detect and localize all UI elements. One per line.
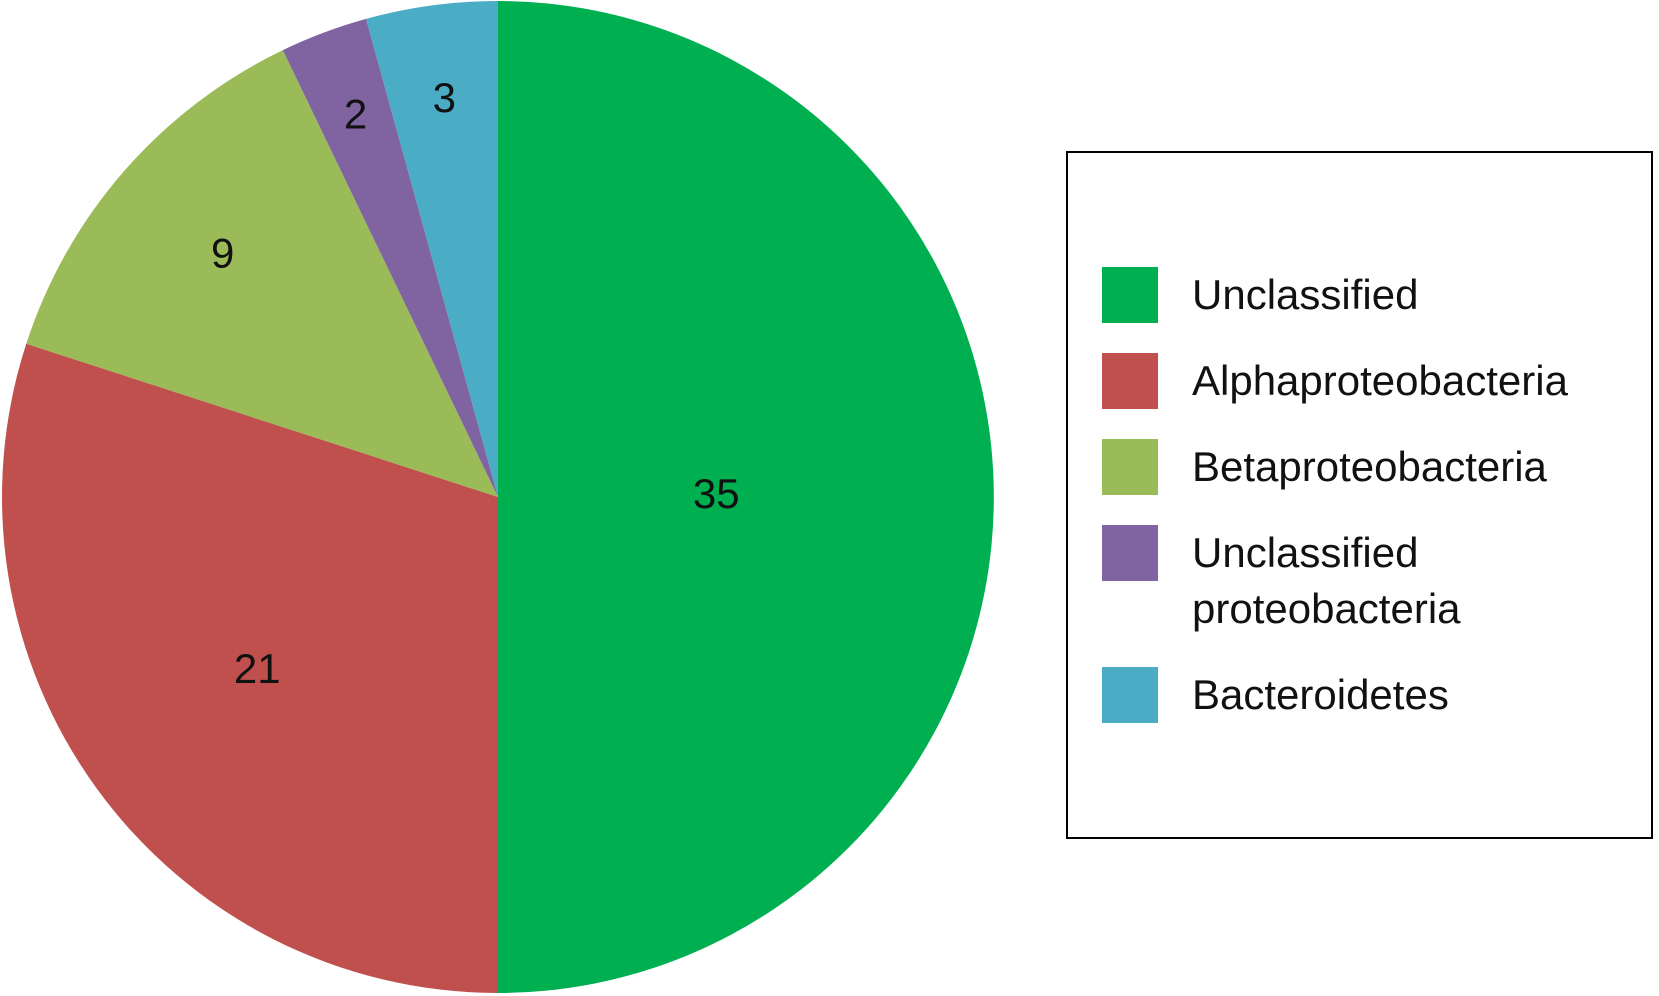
pie-slice (498, 1, 994, 993)
pie-slice (366, 1, 498, 497)
legend-label: Unclassified (1192, 271, 1419, 318)
legend-entry: Unclassified (1102, 267, 1651, 323)
legend: Unclassified Alphaproteobacteria Betaprote… (1066, 151, 1653, 839)
data-label: 9 (211, 230, 234, 277)
legend-swatch (1102, 267, 1158, 323)
legend-entry: Alphaproteobacteria (1102, 353, 1651, 409)
legend-swatch (1102, 353, 1158, 409)
legend-label: Alphaproteobacteria (1192, 357, 1568, 404)
pie-slice (26, 50, 498, 497)
legend-label: Bacteroidetes (1192, 671, 1449, 718)
legend-label: Betaproteobacteria (1192, 443, 1547, 490)
legend-swatch (1102, 439, 1158, 495)
data-label: 2 (344, 91, 367, 138)
legend-entry: Bacteroidetes (1102, 667, 1651, 723)
data-label: 21 (234, 645, 281, 692)
legend-label: Unclassified proteobacteria (1192, 529, 1461, 632)
pie-slice (1, 343, 498, 994)
data-label: 35 (693, 470, 740, 517)
pie-slice (282, 18, 498, 498)
legend-swatch (1102, 667, 1158, 723)
legend-swatch (1102, 525, 1158, 581)
legend-entry: Unclassified proteobacteria (1102, 525, 1651, 637)
chart: 35 21 9 2 3 (1, 1, 994, 994)
data-label: 3 (433, 74, 456, 121)
legend-entry: Betaproteobacteria (1102, 439, 1651, 495)
